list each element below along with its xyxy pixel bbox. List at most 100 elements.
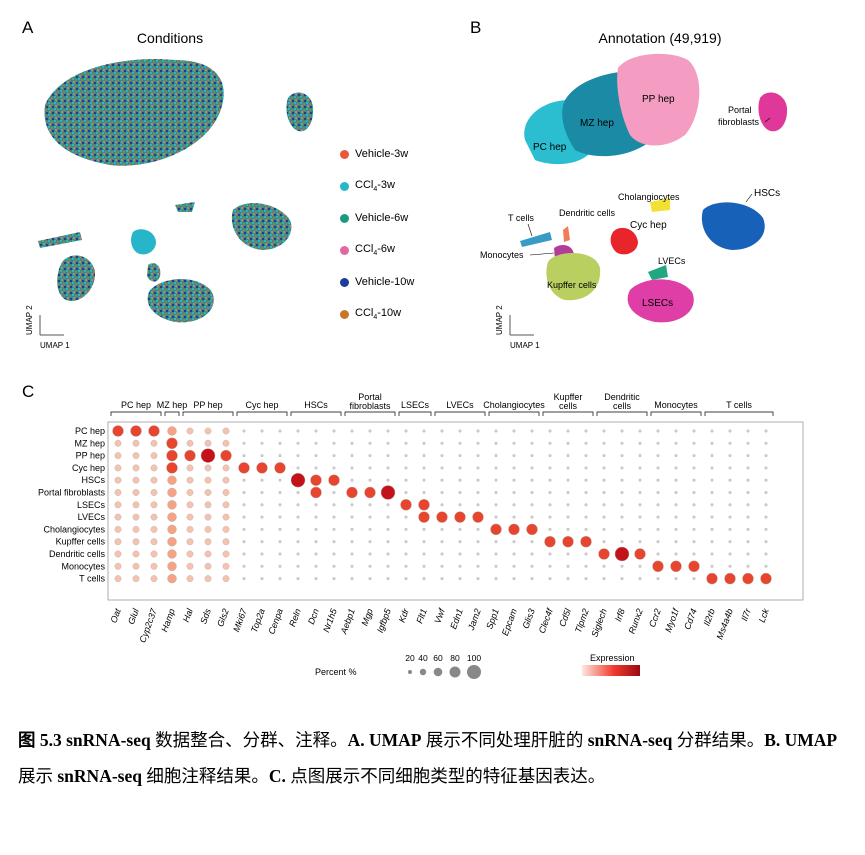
dot-mark — [584, 503, 588, 507]
cluster-mono-a — [147, 263, 161, 282]
dot-mark — [440, 552, 444, 556]
legend-item: Vehicle-6w — [340, 202, 470, 234]
dot-mark — [150, 550, 158, 558]
dot-mark — [332, 454, 336, 458]
dot-mark — [440, 490, 444, 494]
dot-mark — [186, 550, 194, 558]
gene-label: Il7r — [739, 606, 753, 622]
dot-mark — [350, 441, 354, 445]
dot-mark — [530, 564, 534, 568]
dot-mark — [222, 575, 230, 583]
dot-mark — [314, 466, 318, 470]
dot-mark — [512, 503, 516, 507]
dot-mark — [656, 552, 660, 556]
dot-mark — [422, 577, 426, 581]
dot-mark — [242, 503, 246, 507]
dot-mark — [186, 513, 194, 521]
dot-mark — [566, 441, 570, 445]
dot-mark — [638, 564, 642, 568]
dot-mark — [380, 485, 396, 500]
dot-mark — [166, 437, 178, 450]
dot-mark — [422, 527, 426, 531]
dot-mark — [114, 513, 122, 521]
dot-mark — [620, 503, 624, 507]
dot-mark — [328, 474, 340, 486]
dot-mark — [548, 429, 552, 433]
dot-mark — [584, 490, 588, 494]
dot-mark — [584, 552, 588, 556]
dot-mark — [278, 429, 282, 433]
dot-mark — [242, 441, 246, 445]
dot-mark — [404, 515, 408, 519]
legend-label: CCl4-3w — [355, 178, 395, 194]
gene-label: Cd5l — [557, 606, 573, 628]
dot-mark — [278, 552, 282, 556]
dot-mark — [512, 441, 516, 445]
row-label: LVECs — [78, 512, 106, 522]
dot-mark — [150, 476, 158, 484]
dot-mark — [512, 466, 516, 470]
dot-mark — [544, 535, 556, 548]
dot-mark — [167, 426, 177, 436]
dot-mark — [742, 572, 754, 585]
dot-mark — [242, 515, 246, 519]
dot-mark — [368, 564, 372, 568]
dot-mark — [260, 490, 264, 494]
dot-mark — [458, 441, 462, 445]
dot-mark — [638, 490, 642, 494]
dot-mark — [314, 454, 318, 458]
dot-mark — [620, 454, 624, 458]
gene-label: Gls2 — [215, 607, 231, 628]
dot-mark — [404, 552, 408, 556]
cluster-portal-fibro — [758, 92, 788, 132]
dot-mark — [186, 439, 194, 447]
cluster-tcells-a — [38, 232, 82, 248]
dot-mark — [526, 523, 538, 536]
size-legend-dot — [408, 670, 412, 674]
label-portal-fibro-2: fibroblasts — [718, 117, 760, 127]
dot-mark — [260, 527, 264, 531]
dot-mark — [296, 441, 300, 445]
dot-mark — [548, 490, 552, 494]
dot-mark — [566, 490, 570, 494]
dot-mark — [186, 489, 194, 496]
group-bracket — [110, 411, 162, 416]
gene-label: Cenpa — [266, 607, 284, 635]
dot-mark — [186, 562, 194, 570]
group-label: LVECs — [446, 400, 474, 410]
dot-mark — [204, 464, 212, 472]
dot-mark — [148, 425, 160, 437]
dotplot: PC hep MZ hep PP hep Cyc hep HSCs Portal fibro… — [38, 392, 804, 679]
dot-mark — [710, 478, 714, 482]
dot-mark — [614, 546, 630, 562]
legend-item: CCl4-6w — [340, 234, 470, 266]
gene-label: Igfbp5 — [375, 606, 393, 634]
dot-mark — [728, 490, 732, 494]
dot-mark — [278, 503, 282, 507]
gene-label: Ccr2 — [647, 607, 663, 628]
dot-mark — [638, 540, 642, 544]
dot-mark — [386, 515, 390, 519]
dot-mark — [458, 552, 462, 556]
dot-mark — [656, 515, 660, 519]
umap-a-ylabel: UMAP 2 — [25, 305, 34, 335]
label-monocytes: Monocytes — [480, 250, 524, 260]
dot-mark — [692, 577, 696, 581]
dot-mark — [296, 490, 300, 494]
cluster-portal-a — [286, 92, 314, 132]
dot-mark — [710, 454, 714, 458]
gene-label: Clec4f — [537, 606, 556, 635]
dot-mark — [204, 489, 212, 496]
dot-mark — [130, 425, 142, 437]
dot-mark — [674, 527, 678, 531]
dot-mark — [150, 525, 158, 533]
dot-mark — [186, 476, 194, 484]
dot-mark — [278, 454, 282, 458]
dot-mark — [368, 454, 372, 458]
dot-mark — [584, 441, 588, 445]
dot-mark — [764, 540, 768, 544]
size-legend-dot — [433, 667, 443, 677]
dot-mark — [602, 527, 606, 531]
gene-label: Kdr — [397, 606, 412, 624]
dot-mark — [222, 550, 230, 558]
